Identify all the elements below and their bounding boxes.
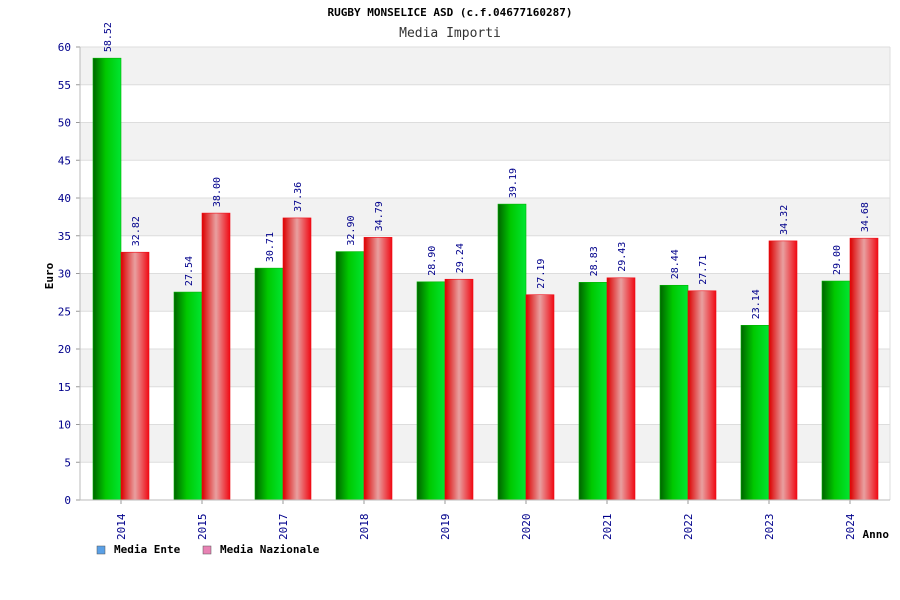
x-tick-label: 2021: [601, 514, 614, 541]
x-axis-label: Anno: [863, 528, 890, 541]
value-label-media-ente: 28.83: [589, 246, 600, 276]
value-label-media-nazionale: 27.71: [698, 255, 709, 285]
value-label-media-nazionale: 34.68: [860, 202, 871, 232]
value-label-media-ente: 58.52: [103, 22, 114, 52]
value-label-media-nazionale: 37.36: [293, 182, 304, 212]
x-axis-ticks: 2014 2015 2017 2018 2019 2020 2021 2022 2023 2024: [115, 500, 857, 540]
legend-swatch-nazionale: [202, 545, 212, 555]
x-tick-label: 2018: [358, 514, 371, 541]
legend-swatch-ente: [96, 545, 106, 555]
x-tick-label: 2014: [115, 513, 128, 540]
value-label-media-nazionale: 29.24: [455, 243, 466, 273]
value-label-media-nazionale: 27.19: [536, 259, 547, 289]
grid-band: [80, 160, 890, 198]
bar-media-ente: [173, 291, 203, 501]
bar-media-nazionale: [525, 294, 555, 501]
bar-media-ente: [416, 281, 446, 501]
chart-subtitle: Media Importi: [399, 26, 501, 41]
y-tick-label: 35: [58, 230, 71, 243]
bar-media-nazionale: [849, 237, 879, 501]
y-tick-label: 15: [58, 381, 71, 394]
legend-label-ente: Media Ente: [114, 543, 181, 556]
bar-media-ente: [254, 267, 284, 501]
chart-title: RUGBY MONSELICE ASD (c.f.04677160287): [327, 6, 572, 19]
x-tick-label: 2022: [682, 514, 695, 541]
value-label-media-ente: 30.71: [265, 232, 276, 262]
value-labels: 58.52 32.82 27.54 38.00 30.71 37.36 32.90 34.79…: [103, 22, 871, 319]
bar-media-nazionale: [282, 217, 312, 501]
y-axis-label: Euro: [43, 262, 56, 289]
bar-media-nazionale: [687, 290, 717, 501]
bar-media-nazionale: [201, 212, 231, 501]
x-tick-label: 2024: [844, 513, 857, 540]
value-label-media-ente: 27.54: [184, 256, 195, 286]
value-label-media-ente: 39.19: [508, 168, 519, 198]
bar-media-nazionale: [363, 237, 393, 501]
y-tick-label: 45: [58, 154, 71, 167]
bar-media-nazionale: [120, 251, 150, 501]
grid-band: [80, 84, 890, 123]
bar-media-ente: [497, 203, 527, 501]
y-tick-label: 40: [58, 192, 71, 205]
y-tick-label: 10: [58, 419, 71, 432]
y-tick-label: 50: [58, 117, 71, 130]
legend: Media Ente Media Nazionale: [96, 543, 320, 556]
bar-media-ente: [740, 324, 770, 501]
value-label-media-ente: 29.00: [832, 245, 843, 275]
value-label-media-ente: 23.14: [751, 289, 762, 319]
value-label-media-ente: 28.44: [670, 249, 681, 279]
grid-band: [80, 235, 890, 274]
grid-band: [80, 122, 890, 161]
value-label-media-ente: 28.90: [427, 246, 438, 276]
bar-media-ente: [821, 280, 851, 501]
bar-media-ente: [335, 251, 365, 501]
bar-media-nazionale: [606, 277, 636, 501]
grid-band: [80, 47, 890, 85]
value-label-media-nazionale: 29.43: [617, 242, 628, 272]
y-axis-ticks: 0 5 10 15 20 25 30 35 40 45 50 55 60: [58, 41, 80, 507]
y-tick-label: 30: [58, 268, 71, 281]
y-tick-label: 0: [64, 494, 71, 507]
x-tick-label: 2019: [439, 514, 452, 541]
x-tick-label: 2020: [520, 514, 533, 541]
x-tick-label: 2023: [763, 514, 776, 541]
grid-band: [80, 198, 890, 236]
y-tick-label: 25: [58, 305, 71, 318]
bar-media-nazionale: [768, 240, 798, 501]
value-label-media-nazionale: 32.82: [131, 216, 142, 246]
y-tick-label: 20: [58, 343, 71, 356]
value-label-media-ente: 32.90: [346, 215, 357, 245]
y-tick-label: 5: [64, 456, 71, 469]
bar-media-nazionale: [444, 278, 474, 501]
x-tick-label: 2015: [196, 514, 209, 541]
value-label-media-nazionale: 34.79: [374, 201, 385, 231]
bar-media-ente: [659, 284, 689, 501]
y-tick-label: 55: [58, 79, 71, 92]
bar-media-ente: [578, 282, 608, 501]
bar-media-ente: [92, 57, 122, 501]
x-tick-label: 2017: [277, 514, 290, 541]
y-tick-label: 60: [58, 41, 71, 54]
value-label-media-nazionale: 34.32: [779, 205, 790, 235]
bars: [92, 57, 879, 501]
value-label-media-nazionale: 38.00: [212, 177, 223, 207]
legend-label-nazionale: Media Nazionale: [220, 543, 320, 556]
